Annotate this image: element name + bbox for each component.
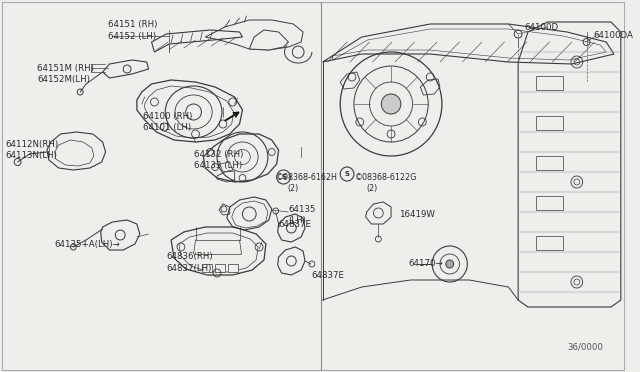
Text: 64113N(LH): 64113N(LH) [6,151,58,160]
Polygon shape [220,162,233,172]
Text: (LH): (LH) [289,215,307,224]
Text: ©08368-6122G: ©08368-6122G [355,173,417,182]
Bar [215,264,225,272]
Text: 64132 (RH): 64132 (RH) [193,150,243,158]
Text: 64837E: 64837E [278,219,312,228]
Bar [202,264,212,272]
Polygon shape [250,30,289,50]
Bar [536,116,563,130]
Text: 64151 (RH): 64151 (RH) [108,19,157,29]
Text: 64135+A(LH)→: 64135+A(LH)→ [55,240,120,248]
Text: 36/0000: 36/0000 [567,343,603,352]
Text: 64151M (RH): 64151M (RH) [37,64,94,73]
Text: 64133 (LH): 64133 (LH) [193,160,242,170]
Text: S: S [281,174,286,180]
Circle shape [446,260,454,268]
Text: 64100DA: 64100DA [593,31,634,39]
Text: ©08368-6162H: ©08368-6162H [276,173,337,182]
Bar [536,156,563,170]
Text: 64170→: 64170→ [409,260,444,269]
Bar [536,196,563,210]
Text: 64100 (RH): 64100 (RH) [143,112,192,121]
Text: S: S [344,171,349,177]
Text: 64836(RH): 64836(RH) [166,253,213,262]
Text: 64837(LH): 64837(LH) [166,263,212,273]
Text: (2): (2) [367,183,378,192]
Text: 16419W: 16419W [399,209,435,218]
Text: 64135: 64135 [289,205,316,214]
Bar [536,236,563,250]
Text: 64152 (LH): 64152 (LH) [108,32,156,41]
Text: 64152M(LH): 64152M(LH) [37,74,90,83]
Text: (2): (2) [287,183,299,192]
Bar [536,76,563,90]
Text: 64101 (LH): 64101 (LH) [143,122,191,131]
Text: 64112N(RH): 64112N(RH) [6,140,59,148]
Text: 64837E: 64837E [311,270,344,279]
Circle shape [381,94,401,114]
Bar [228,264,237,272]
Text: 64100D: 64100D [524,22,558,32]
